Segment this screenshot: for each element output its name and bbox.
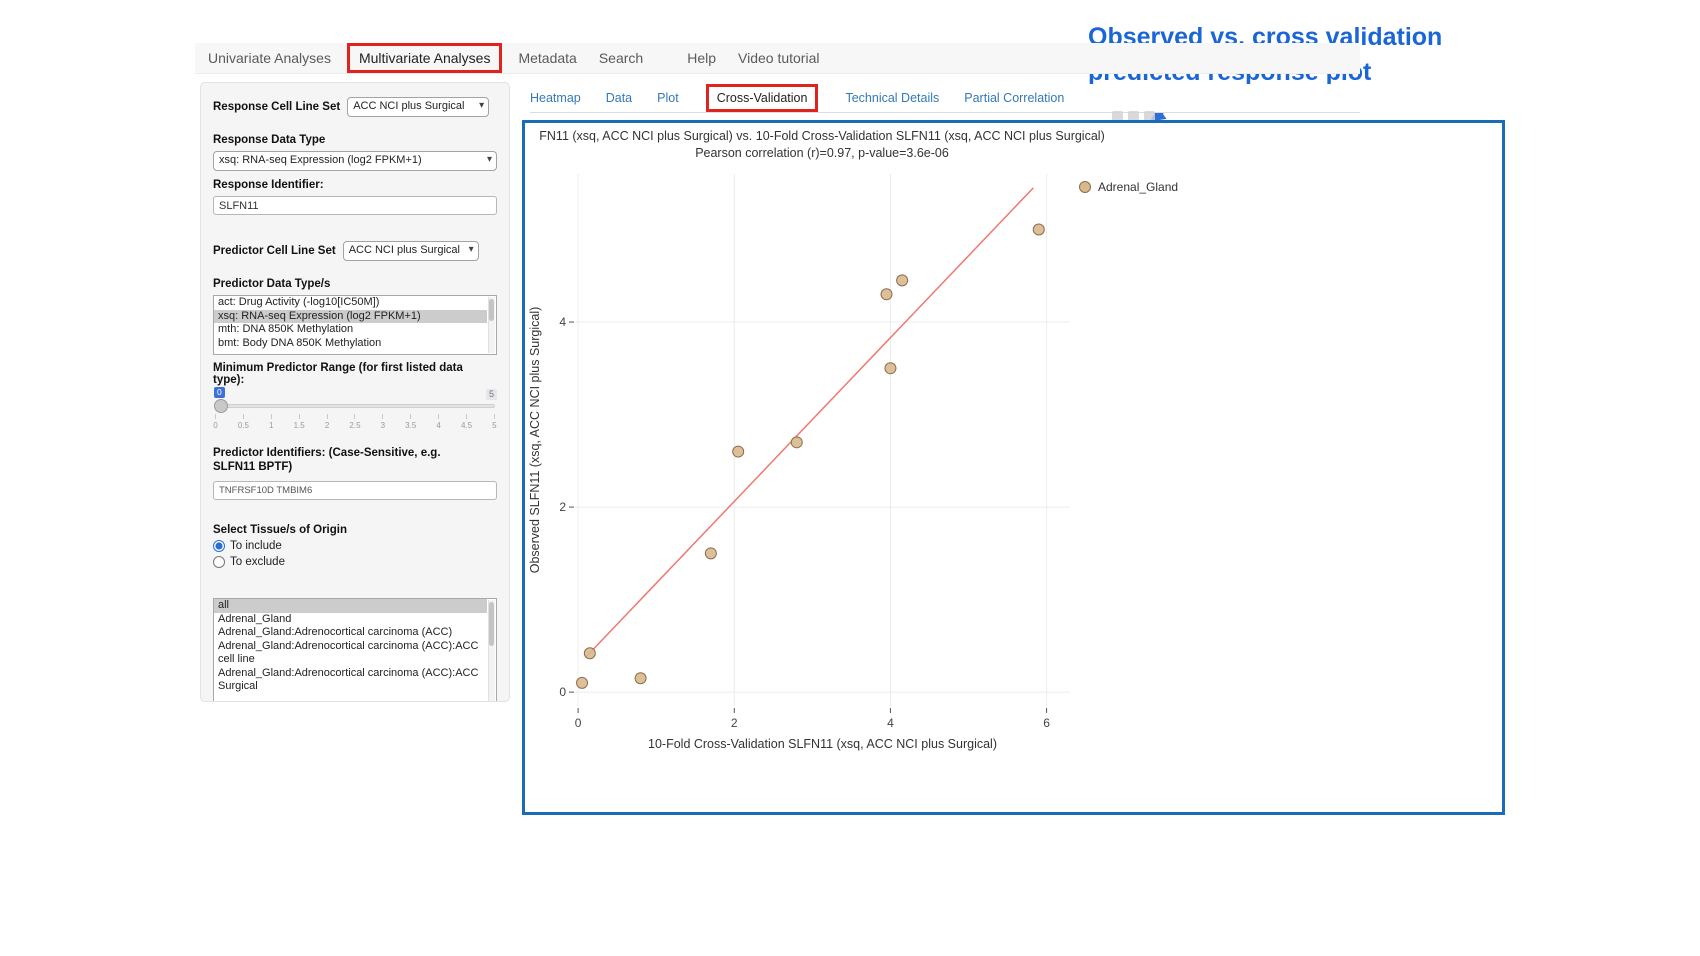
svg-text:2: 2 — [731, 716, 738, 730]
predictor-cell-line-set-label: Predictor Cell Line Set — [213, 245, 336, 257]
dropdown-caret-icon: ▾ — [486, 154, 492, 165]
response-data-type-value: xsq: RNA-seq Expression (log2 FPKM+1) — [219, 154, 422, 166]
slider-tick-label: 2.5 — [349, 421, 361, 430]
tab-cross-validation[interactable]: Cross-Validation — [705, 84, 819, 112]
svg-text:10-Fold Cross-Validation SLFN1: 10-Fold Cross-Validation SLFN11 (xsq, AC… — [648, 737, 997, 751]
zoom-icon[interactable] — [1128, 111, 1139, 122]
chart-header: FN11 (xsq, ACC NCI plus Surgical) vs. 10… — [525, 129, 1119, 160]
svg-text:4: 4 — [887, 716, 894, 730]
tissue-listbox: all Adrenal_Gland Adrenal_Gland:Adrenoco… — [213, 598, 497, 701]
top-nav: Univariate Analyses Multivariate Analyse… — [195, 43, 1360, 74]
predictor-data-type-option[interactable]: act: Drug Activity (-log10[IC50M]) — [218, 296, 380, 308]
slider-grid: 0 0.5 1 1.5 2 2.5 3 3.5 4 4.5 5 — [213, 414, 497, 430]
scrollbar-thumb[interactable] — [489, 602, 494, 646]
svg-text:4: 4 — [559, 315, 566, 329]
scrollbar[interactable] — [488, 600, 495, 701]
tissue-option[interactable]: Adrenal_Gland:Adrenocortical carcinoma (… — [218, 666, 479, 693]
predictor-cell-line-set-select[interactable]: ACC NCI plus Surgical ▾ — [342, 241, 479, 261]
slider-value-badge: 0 — [214, 387, 225, 398]
tissue-option[interactable]: Adrenal_Gland:Adrenocortical carcinoma (… — [218, 639, 479, 666]
svg-text:Adrenal_Gland: Adrenal_Gland — [1098, 180, 1178, 194]
predictor-identifiers-label: Predictor Identifiers: (Case-Sensitive, … — [213, 447, 441, 473]
tissue-origin-label: Select Tissue/s of Origin — [213, 524, 347, 536]
slider-max-badge: 5 — [485, 389, 497, 400]
svg-text:Observed SLFN11 (xsq, ACC NCI: Observed SLFN11 (xsq, ACC NCI plus Surgi… — [528, 307, 542, 574]
min-predictor-range-slider: 0 5 0 0.5 1 1.5 2 2.5 3 3.5 4 4.5 5 — [213, 387, 497, 438]
slider-handle[interactable] — [214, 399, 228, 413]
svg-text:0: 0 — [575, 716, 582, 730]
nav-metadata[interactable]: Metadata — [518, 50, 577, 66]
predictor-data-type-option[interactable]: xsq: RNA-seq Expression (log2 FPKM+1) — [214, 309, 487, 323]
tissue-include-radio[interactable] — [213, 540, 225, 552]
tissue-option[interactable]: Adrenal_Gland:Adrenocortical carcinoma (… — [218, 626, 453, 638]
svg-text:6: 6 — [1043, 716, 1050, 730]
slider-tick-label: 3.5 — [405, 421, 417, 430]
slider-tick-label: 0 — [213, 421, 218, 430]
predictor-identifiers-input[interactable] — [213, 481, 497, 500]
pan-icon[interactable] — [1144, 111, 1155, 122]
tab-heatmap[interactable]: Heatmap — [530, 91, 581, 105]
camera-icon[interactable] — [1112, 111, 1123, 122]
tissue-option[interactable]: Adrenal_Gland — [218, 612, 292, 625]
scrollbar[interactable] — [488, 297, 495, 353]
plot-panel: FN11 (xsq, ACC NCI plus Surgical) vs. 10… — [522, 120, 1505, 815]
predictor-data-type-option[interactable]: mth: DNA 850K Methylation — [218, 323, 354, 335]
chart-subtitle: Pearson correlation (r)=0.97, p-value=3.… — [695, 146, 949, 160]
predictor-data-type-option[interactable]: bmt: Body DNA 850K Methylation — [218, 336, 382, 349]
slider-tick-label: 4.5 — [460, 421, 473, 430]
response-cell-line-set-value: ACC NCI plus Surgical — [353, 100, 465, 112]
tissue-include-label: To include — [230, 540, 282, 552]
response-data-type-select[interactable]: xsq: RNA-seq Expression (log2 FPKM+1) ▾ — [213, 151, 497, 171]
cross-validation-scatter-chart[interactable]: 0 2 4 6 0 2 4 Observed SLFN11 (xsq, ACC NCI plu… — [525, 161, 1502, 773]
chart-title: FN11 (xsq, ACC NCI plus Surgical) vs. 10… — [539, 129, 1105, 143]
slider-tick-label: 5 — [492, 421, 497, 430]
tissue-exclude-radio[interactable] — [213, 556, 225, 568]
predictor-data-types-listbox: act: Drug Activity (-log10[IC50M]) xsq: … — [213, 295, 497, 355]
sidebar-form: Response Cell Line Set ACC NCI plus Surg… — [200, 82, 510, 702]
tab-data[interactable]: Data — [605, 91, 633, 105]
min-predictor-range-label: Minimum Predictor Range (for first liste… — [213, 362, 463, 386]
response-identifier-label: Response Identifier: — [213, 179, 324, 191]
result-tabs: Heatmap Data Plot Cross-Validation Techn… — [530, 84, 1360, 113]
nav-multivariate-analyses[interactable]: Multivariate Analyses — [346, 43, 503, 73]
svg-text:2: 2 — [559, 500, 566, 514]
dropdown-caret-icon: ▾ — [479, 100, 485, 111]
nav-video-tutorial[interactable]: Video tutorial — [738, 50, 820, 66]
predictor-data-types-label: Predictor Data Type/s — [213, 278, 331, 290]
slider-tick-label: 1.5 — [293, 421, 305, 430]
tab-partial-correlation[interactable]: Partial Correlation — [964, 91, 1065, 105]
slider-tick-label: 1 — [269, 421, 274, 430]
response-cell-line-set-select[interactable]: ACC NCI plus Surgical ▾ — [347, 97, 490, 117]
nav-search[interactable]: Search — [598, 50, 644, 66]
scrollbar-thumb[interactable] — [489, 299, 494, 321]
tissue-exclude-label: To exclude — [230, 556, 285, 568]
tab-plot[interactable]: Plot — [657, 91, 679, 105]
nav-univariate-analyses[interactable]: Univariate Analyses — [208, 50, 331, 66]
response-data-type-label: Response Data Type — [213, 134, 326, 146]
slider-tick-label: 3 — [380, 421, 386, 430]
response-identifier-input[interactable] — [213, 196, 497, 215]
predictor-cell-line-set-value: ACC NCI plus Surgical — [348, 244, 460, 256]
response-cell-line-set-label: Response Cell Line Set — [213, 101, 341, 113]
slider-tick-label: 4 — [436, 421, 441, 430]
slider-track[interactable] — [215, 404, 495, 408]
slider-tick-label: 0.5 — [237, 421, 249, 430]
tab-technical-details[interactable]: Technical Details — [845, 91, 940, 105]
tissue-option[interactable]: all — [214, 599, 487, 613]
plotly-modebar — [1112, 111, 1155, 122]
slider-tick-label: 2 — [324, 421, 330, 430]
nav-help[interactable]: Help — [687, 50, 716, 66]
dropdown-caret-icon: ▾ — [468, 244, 474, 255]
svg-text:0: 0 — [559, 685, 566, 699]
